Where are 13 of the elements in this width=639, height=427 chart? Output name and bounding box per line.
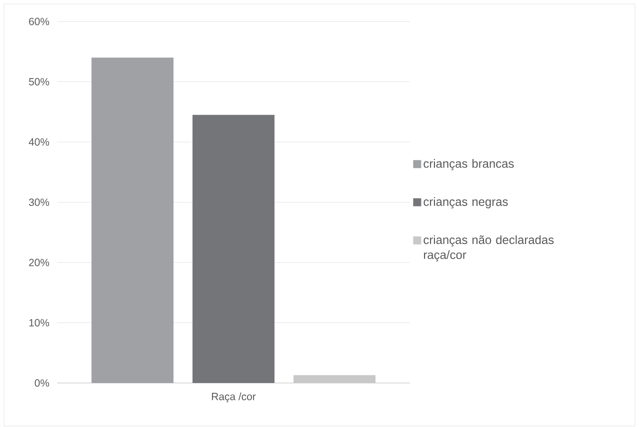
bar — [192, 114, 275, 383]
y-tick-label: 0% — [34, 379, 50, 387]
y-tick-label: 20% — [29, 258, 50, 266]
legend-label: crianças brancas — [424, 159, 514, 170]
y-tick-label: 40% — [28, 138, 50, 146]
y-tick-label: 10% — [29, 319, 50, 326]
y-tick-label: 50% — [28, 78, 50, 86]
y-tick-label: 30% — [28, 198, 50, 206]
y-tick-label: 60% — [29, 18, 50, 26]
legend-label: crianças não declaradas raça/cor — [424, 235, 554, 262]
bar — [92, 58, 174, 383]
legend-label: crianças negras — [424, 197, 508, 208]
x-tick-label: Raça /cor — [212, 392, 256, 402]
